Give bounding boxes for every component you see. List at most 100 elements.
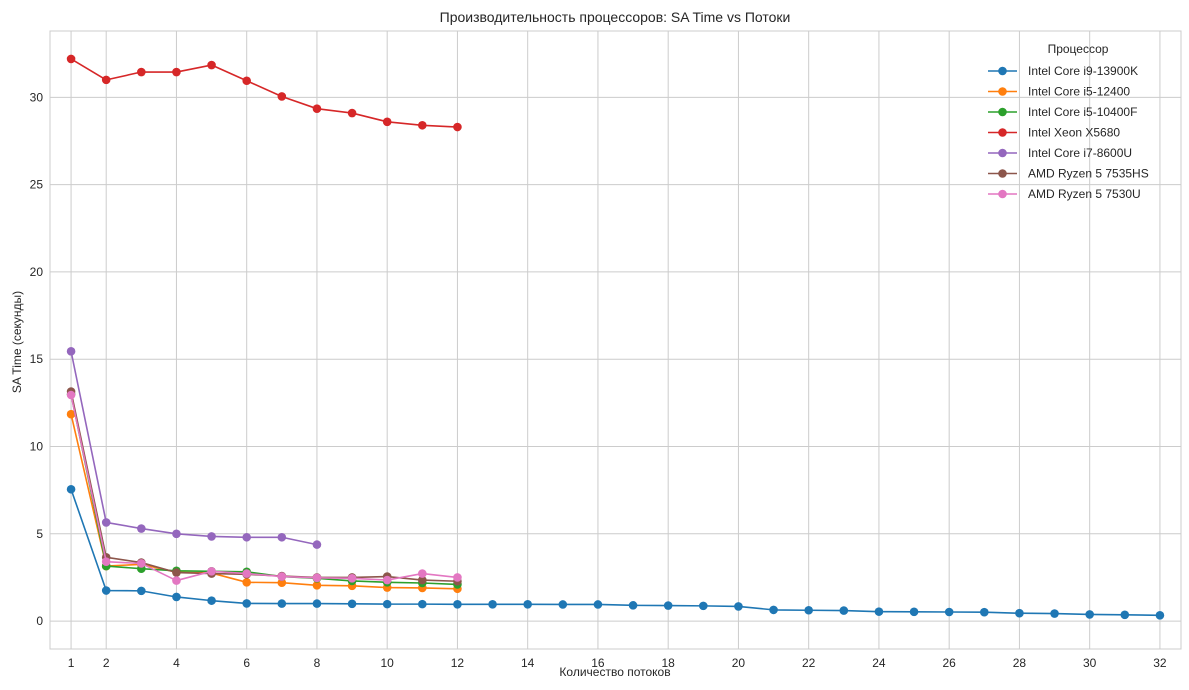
data-point — [1085, 610, 1094, 619]
x-tick-label: 4 — [173, 656, 180, 670]
legend-label: AMD Ryzen 5 7530U — [1028, 187, 1141, 201]
data-point — [312, 540, 322, 549]
data-point — [347, 573, 357, 583]
series — [66, 54, 462, 132]
data-point — [312, 573, 322, 583]
data-point — [277, 599, 287, 608]
x-tick-label: 32 — [1153, 656, 1167, 670]
data-point — [172, 568, 181, 577]
data-point — [523, 600, 532, 609]
x-tick-label: 28 — [1013, 656, 1027, 670]
y-tick-label: 20 — [30, 265, 44, 279]
data-point — [207, 567, 216, 576]
data-point — [66, 409, 76, 419]
data-point — [382, 575, 392, 585]
legend-label: Intel Core i5-10400F — [1028, 105, 1137, 119]
data-point — [66, 347, 76, 356]
legend-marker — [998, 107, 1007, 117]
data-point — [242, 599, 251, 608]
data-point — [207, 596, 216, 605]
data-point — [909, 607, 919, 617]
data-point — [137, 586, 146, 596]
series-line — [70, 393, 458, 586]
legend-label: Intel Core i9-13900K — [1028, 64, 1138, 78]
data-point — [874, 607, 884, 616]
x-tick-label: 14 — [521, 656, 535, 670]
series-line — [70, 394, 458, 582]
data-point — [1155, 611, 1165, 620]
legend-label: Intel Core i7-8600U — [1028, 146, 1132, 160]
data-point — [804, 605, 813, 615]
series-line — [70, 58, 458, 128]
data-point — [101, 75, 111, 85]
data-point — [944, 607, 954, 617]
data-point — [172, 67, 181, 77]
data-point — [242, 578, 251, 587]
series — [66, 347, 322, 549]
series-group — [66, 54, 1165, 620]
data-point — [663, 601, 673, 610]
data-point — [347, 599, 357, 609]
data-point — [453, 122, 462, 132]
legend-marker — [998, 169, 1007, 178]
data-point — [207, 532, 216, 541]
data-point — [66, 54, 76, 64]
y-axis-ticks: 0 5 10 15 20 25 30 — [30, 90, 44, 628]
data-point — [418, 575, 427, 585]
data-point — [453, 600, 462, 609]
legend-title: Процессор — [1048, 42, 1109, 56]
data-point — [593, 600, 603, 609]
data-point — [312, 580, 322, 590]
data-point — [101, 586, 111, 595]
y-axis-label: SA Time (секунды) — [10, 291, 24, 393]
y-tick-label: 10 — [30, 439, 44, 453]
legend-marker — [998, 128, 1007, 137]
data-point — [558, 600, 568, 609]
data-point — [101, 518, 111, 527]
series-line — [70, 414, 458, 590]
x-tick-label: 22 — [802, 656, 816, 670]
chart-title: Производительность процессоров: SA Time … — [440, 9, 791, 25]
x-tick-label: 8 — [314, 656, 321, 670]
data-point — [242, 532, 251, 542]
data-point — [242, 76, 251, 86]
data-point — [66, 484, 76, 494]
data-point — [172, 529, 181, 539]
legend-label: Intel Core i5-12400 — [1028, 85, 1130, 99]
y-tick-label: 15 — [30, 352, 44, 366]
plot-frame — [49, 30, 1182, 650]
legend-marker — [998, 148, 1007, 158]
data-point — [312, 599, 322, 608]
legend-label: Intel Xeon X5680 — [1028, 126, 1120, 140]
data-point — [172, 592, 181, 602]
data-point — [66, 390, 76, 400]
data-point — [137, 559, 146, 568]
data-point — [839, 606, 849, 615]
legend-marker — [998, 66, 1007, 76]
data-point — [1050, 609, 1059, 618]
x-axis-label: Количество потоков — [559, 665, 670, 679]
x-tick-label: 18 — [662, 656, 676, 670]
series-line — [70, 351, 318, 546]
data-point — [418, 120, 427, 130]
x-tick-label: 12 — [451, 656, 465, 670]
data-point — [628, 601, 638, 610]
x-tick-label: 20 — [732, 656, 746, 670]
data-point — [277, 532, 287, 542]
data-point — [277, 92, 287, 101]
y-tick-label: 0 — [36, 614, 43, 628]
data-point — [312, 104, 322, 113]
legend-marker — [998, 189, 1007, 199]
data-point — [347, 108, 357, 118]
data-point — [137, 67, 146, 77]
legend-marker — [998, 87, 1007, 96]
x-tick-label: 24 — [872, 656, 886, 670]
data-point — [101, 557, 111, 567]
data-point — [207, 60, 216, 70]
data-point — [769, 605, 778, 615]
data-point — [453, 573, 462, 582]
x-tick-label: 30 — [1083, 656, 1097, 670]
data-point — [1015, 608, 1024, 618]
y-tick-label: 30 — [30, 90, 44, 104]
data-point — [382, 599, 392, 609]
